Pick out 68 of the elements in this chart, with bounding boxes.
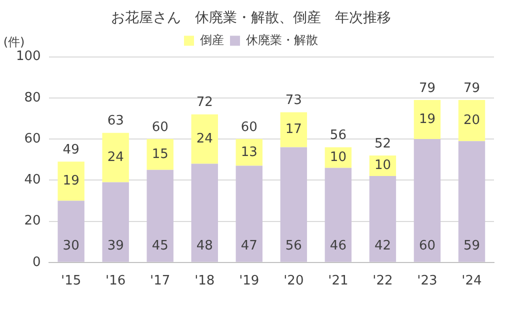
- bar: [414, 139, 441, 262]
- data-label: 10: [330, 150, 346, 165]
- x-tick-label: '18: [194, 274, 215, 289]
- data-label: 39: [107, 238, 124, 254]
- y-tick-label: 20: [24, 214, 41, 229]
- bar: [191, 164, 218, 262]
- x-tick-label: '16: [106, 274, 126, 289]
- bar: [414, 100, 441, 140]
- total-label: 73: [285, 93, 302, 108]
- x-tick-label: '17: [150, 274, 170, 289]
- data-label: 48: [196, 238, 213, 254]
- data-label: 56: [285, 238, 302, 254]
- data-label: 19: [62, 174, 80, 189]
- chart-title: お花屋さん 休廃業・解散、倒産 年次推移: [111, 10, 391, 26]
- data-label: 60: [418, 238, 436, 254]
- data-label: 46: [330, 238, 346, 254]
- bar: [146, 139, 174, 170]
- x-tick-label: '15: [61, 274, 82, 289]
- bar: [146, 170, 174, 262]
- bar: [458, 100, 486, 142]
- data-label: 19: [418, 112, 436, 127]
- total-label: 63: [107, 114, 124, 129]
- data-label: 42: [374, 238, 391, 254]
- y-tick-label: 100: [16, 49, 41, 64]
- total-label: 79: [418, 80, 436, 96]
- legend-label: 倒産: [200, 32, 224, 47]
- data-label: 10: [374, 158, 391, 174]
- bar: [58, 200, 84, 262]
- x-tick-label: '23: [417, 274, 438, 289]
- y-axis-title: (件): [3, 34, 25, 49]
- x-tick-label: '20: [284, 274, 304, 289]
- total-label: 56: [330, 128, 346, 144]
- y-tick-label: 0: [32, 254, 41, 270]
- bar: [324, 168, 352, 262]
- bar: [191, 114, 218, 164]
- bar: [280, 147, 308, 262]
- total-label: 60: [152, 120, 168, 135]
- bar: [102, 132, 129, 182]
- data-label: 24: [107, 150, 124, 165]
- x-tick-label: '19: [239, 274, 260, 289]
- total-label: 79: [463, 80, 480, 96]
- data-label: 17: [285, 122, 302, 138]
- bar: [102, 182, 129, 262]
- bar: [458, 141, 486, 262]
- total-label: 60: [240, 120, 258, 135]
- data-label: 15: [152, 146, 168, 162]
- data-label: 24: [196, 131, 213, 146]
- data-label: 59: [463, 238, 480, 254]
- bar: [58, 162, 84, 201]
- data-label: 20: [463, 112, 480, 128]
- data-label: 13: [240, 144, 258, 160]
- y-tick-label: 60: [24, 131, 41, 146]
- y-tick-label: 80: [24, 90, 41, 106]
- y-tick-label: 40: [24, 172, 41, 188]
- total-label: 52: [374, 136, 391, 152]
- bar: [280, 112, 308, 148]
- bar: [369, 176, 396, 262]
- total-label: 72: [196, 95, 213, 110]
- bar: [236, 139, 263, 166]
- total-label: 49: [62, 142, 80, 158]
- x-tick-label: '22: [372, 274, 393, 289]
- data-label: 47: [240, 238, 258, 254]
- legend-label: 休廃業・解散: [246, 32, 318, 47]
- x-tick-label: '21: [328, 274, 348, 289]
- bar: [236, 166, 263, 262]
- data-label: 45: [152, 238, 168, 254]
- x-tick-label: '24: [462, 274, 482, 289]
- data-label: 30: [62, 238, 80, 254]
